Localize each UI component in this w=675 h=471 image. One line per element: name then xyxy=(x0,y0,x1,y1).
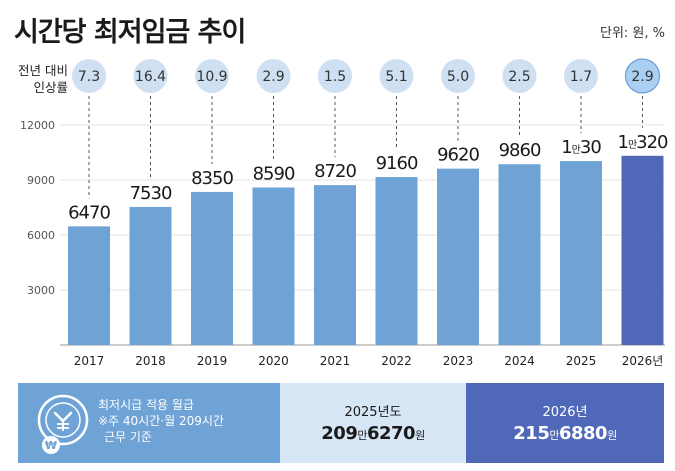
growth-rate-bubble xyxy=(502,59,537,93)
x-tick-label: 2021 xyxy=(320,354,351,368)
bar-chart: 3000 6000 9000 12000 7.3 6470 2017 16.4 7530 2018… xyxy=(20,58,669,368)
value-label: 9860 xyxy=(499,140,541,161)
growth-rate-label: 1.7 xyxy=(570,69,592,85)
growth-rate-label: 2.9 xyxy=(631,69,653,85)
x-tick-label: 2022 xyxy=(381,354,412,368)
x-tick-label: 2023 xyxy=(443,354,474,368)
growth-rate-label: 2.9 xyxy=(262,69,284,85)
x-tick-label: 2024 xyxy=(504,354,535,368)
x-tick-label: 2019 xyxy=(197,354,228,368)
x-tick-label: 2026년 xyxy=(622,354,664,368)
unit-label: 단위: 원, % xyxy=(599,26,665,41)
bar xyxy=(621,155,664,345)
bar xyxy=(314,185,356,345)
y-tick-label: 12000 xyxy=(20,119,55,132)
value-label: 1만320 xyxy=(617,132,668,153)
growth-rate-label: 10.9 xyxy=(196,69,227,85)
y-tick-label: 3000 xyxy=(27,284,55,297)
wage-2025-box: 2025년도 209만6270원 xyxy=(280,383,466,463)
growth-rate-bubble xyxy=(625,58,660,94)
monthly-wage-label-box: ₩ 최저시급 적용 월급 ※주 40시간·월 209시간 근무 기준 xyxy=(18,383,300,463)
growth-rate-bubble xyxy=(133,59,168,93)
value-label: 7530 xyxy=(130,183,172,204)
growth-rate-label: 5.1 xyxy=(385,69,407,85)
monthly-wage-note1: ※주 40시간·월 209시간 xyxy=(98,414,224,428)
x-tick-label: 2020 xyxy=(258,354,289,368)
growth-rate-label: 1.5 xyxy=(324,69,346,85)
growth-rate-label: 16.4 xyxy=(135,69,166,85)
growth-rate-bubble xyxy=(441,59,475,93)
growth-rate-bubble xyxy=(318,59,352,93)
growth-rate-label: 5.0 xyxy=(447,69,469,85)
wage-2025-value: 209만6270원 xyxy=(321,423,425,444)
growth-rate-label: 7.3 xyxy=(78,69,100,85)
growth-rate-bubble xyxy=(379,59,414,93)
monthly-wage-panel: ₩ 최저시급 적용 월급 ※주 40시간·월 209시간 근무 기준 2025년… xyxy=(18,383,664,463)
growth-rate-bubble xyxy=(256,59,291,93)
bar xyxy=(129,206,172,345)
wage-2026-box: 2026년 215만6880원 xyxy=(466,383,664,463)
bar xyxy=(375,177,418,345)
clock-won-icon: ₩ xyxy=(34,391,92,457)
growth-rate-label-line1: 전년 대비 xyxy=(18,63,68,78)
bar xyxy=(560,161,602,345)
wage-2025-year: 2025년도 xyxy=(344,405,402,420)
bar xyxy=(437,168,479,345)
monthly-wage-title: 최저시급 적용 월급 xyxy=(98,398,194,412)
bar xyxy=(252,187,295,345)
value-label: 1만30 xyxy=(561,137,601,158)
wage-2026-value: 215만6880원 xyxy=(513,423,617,444)
growth-rate-bubble xyxy=(72,59,106,93)
value-label: 6470 xyxy=(68,202,110,223)
value-label: 9160 xyxy=(376,153,418,174)
page-title: 시간당 최저임금 추이 xyxy=(14,17,246,48)
x-tick-label: 2017 xyxy=(74,354,105,368)
x-tick-label: 2018 xyxy=(135,354,166,368)
bar xyxy=(68,226,110,345)
svg-text:₩: ₩ xyxy=(45,439,57,452)
value-label: 8720 xyxy=(314,161,356,182)
monthly-wage-note2: 근무 기준 xyxy=(104,430,152,444)
value-label: 8350 xyxy=(191,168,233,189)
x-tick-label: 2025 xyxy=(566,354,597,368)
bar xyxy=(191,191,233,345)
value-label: 9620 xyxy=(437,145,479,166)
wage-2026-year: 2026년 xyxy=(542,405,588,420)
growth-rate-label: 전년 대비 인상률 xyxy=(6,62,68,96)
monthly-wage-description: 최저시급 적용 월급 ※주 40시간·월 209시간 근무 기준 xyxy=(98,397,224,445)
growth-rate-label-line2: 인상률 xyxy=(33,80,68,95)
bar xyxy=(498,164,541,345)
growth-rate-bubble xyxy=(195,59,229,93)
growth-rate-label: 2.5 xyxy=(508,69,530,85)
y-tick-label: 6000 xyxy=(27,229,55,242)
value-label: 8590 xyxy=(253,164,295,185)
y-tick-label: 9000 xyxy=(27,174,55,187)
growth-rate-bubble xyxy=(564,59,598,93)
